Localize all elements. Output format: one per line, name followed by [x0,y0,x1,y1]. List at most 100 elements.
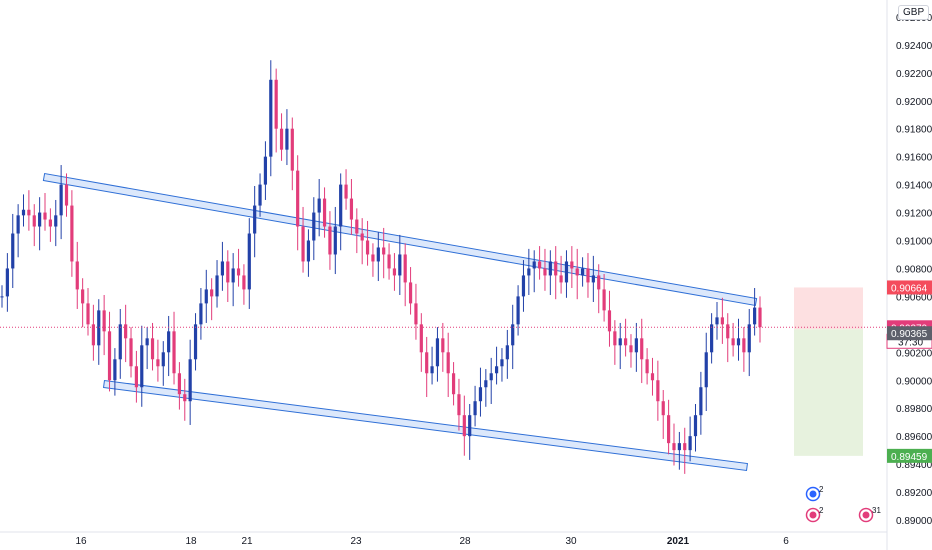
candle-body [516,296,520,325]
price-tick-label: 0.91800 [896,125,932,136]
candle-body [27,209,31,216]
candle-body [344,184,348,199]
candle-body [172,331,176,374]
candle-body [441,338,445,353]
candle-body [435,338,440,367]
candle-body [312,212,316,241]
candle-body [75,261,79,290]
take-profit-tag: 0.90664 [891,283,928,294]
candle-body [484,380,488,388]
candle-body [107,331,112,381]
candle-body [204,289,208,304]
candle-body [365,240,370,255]
time-tick-label: 2021 [667,536,690,547]
time-tick-label: 23 [350,536,362,547]
candle-body [134,366,138,388]
candle-body [97,310,101,346]
candle-body [736,338,741,346]
price-tick-label: 0.89400 [896,460,932,471]
candle-body [591,275,595,283]
candle-body [118,324,122,360]
candle-body [693,415,698,437]
entry-price-tag: 0.90365 [891,329,928,340]
candle-body [59,184,63,216]
candle-body [70,205,74,262]
candle-body [333,226,337,255]
candle-body [575,268,579,276]
candle-body [86,303,90,325]
stop-loss-tag-bg [887,448,932,463]
dividend-badge-dot [809,511,817,519]
candle-body [446,352,450,374]
candle-body [102,310,106,332]
candle-body [263,156,268,185]
candle-body [656,380,660,402]
candle-body [548,261,552,276]
lower-channel[interactable] [102,379,749,472]
candle-body [667,415,671,444]
candle-body [683,443,687,451]
candle-body [710,324,714,353]
candle-body [285,128,289,150]
candle-body [672,443,676,451]
candle-body [129,338,133,367]
candle-body [699,387,703,416]
candle-body [145,338,149,346]
price-tick-label: 0.90600 [896,292,932,303]
currency-label: GBP [898,5,930,20]
candle-body [602,289,606,311]
take-profit-tag-bg [887,280,932,295]
candle-body [290,128,294,171]
idea-badge-count: 2 [819,485,824,494]
candle-body [91,324,95,346]
candle-body [328,226,332,255]
candle-body [349,198,354,220]
candle-body [640,338,644,360]
candle-body [677,443,681,451]
candle-body [296,170,300,227]
price-tick-label: 0.92400 [896,41,932,52]
candle-body [451,373,456,395]
candle-body [188,359,192,402]
price-tick-label: 0.90800 [896,264,932,275]
candle-body [124,324,128,339]
stop-loss-zone[interactable] [794,329,863,456]
idea-badge-dot [809,490,817,498]
candle-body [758,307,762,328]
candle-body [339,184,343,227]
candle-body [430,366,434,374]
candle-body [747,324,751,353]
candle-body [650,373,655,381]
event-badges: 2 2 31 [805,485,881,523]
candle-body [43,212,47,220]
price-tick-label: 0.91600 [896,153,932,164]
candle-body [177,373,182,395]
price-tick-label: 0.89600 [896,432,932,443]
entry-price-tag-bg [887,326,932,341]
take-profit-zone[interactable] [794,287,863,330]
candle-body [500,359,504,367]
candle-body [231,268,235,283]
candle-body [580,268,585,276]
candle-body [505,345,509,360]
candle-body [726,324,730,339]
candle-body [113,359,117,381]
time-axis: 16 18 21 23 28 30 2021 6 [75,536,789,547]
price-tick-label: 0.89000 [896,516,932,527]
candle-body [731,338,735,346]
candle-body [414,303,418,325]
candle-body [258,184,262,206]
candle-body [5,268,9,297]
candle-body [156,359,160,367]
time-tick-label: 28 [459,536,471,547]
time-tick-label: 30 [565,536,577,547]
candle-body [462,415,466,437]
time-tick-label: 16 [75,536,87,547]
channel-lines [42,172,758,472]
candle-body [279,128,284,150]
candle-body [715,317,719,325]
time-tick-label: 18 [185,536,197,547]
time-tick-label: 21 [241,536,253,547]
